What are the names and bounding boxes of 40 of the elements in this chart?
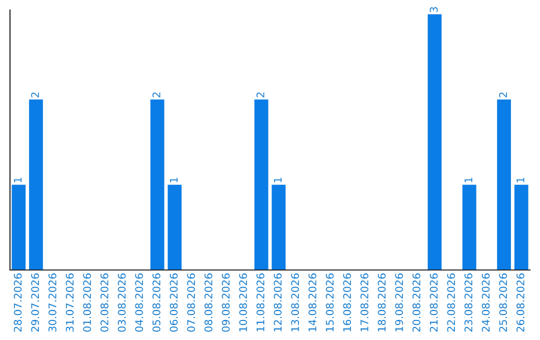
x-tick-label: 06.08.2026: [170, 273, 178, 332]
x-tick-label: 19.08.2026: [395, 273, 404, 332]
x-tick-label: 20.08.2026: [412, 273, 420, 332]
data-label: 2: [152, 92, 160, 98]
x-tick-label: 29.07.2026: [31, 273, 40, 332]
x-tick-label: 16.08.2026: [343, 273, 352, 332]
x-tick-label: 25.08.2026: [499, 273, 508, 332]
x-tick-label: 28.07.2026: [14, 273, 22, 332]
x-tick-label: 10.08.2026: [239, 273, 248, 332]
x-tick-label: 03.08.2026: [118, 273, 126, 332]
data-label: 3: [430, 7, 438, 12]
data-label: 2: [499, 92, 507, 98]
data-label: 1: [464, 178, 472, 182]
data-label: 1: [14, 178, 22, 182]
x-tick-label: 05.08.2026: [152, 273, 160, 332]
x-tick-label: 18.08.2026: [378, 273, 386, 332]
x-tick-label: 21.08.2026: [430, 273, 438, 332]
x-tick-label: 17.08.2026: [360, 273, 368, 332]
x-tick-label: 01.08.2026: [83, 273, 92, 332]
x-tick-label: 24.08.2026: [482, 273, 490, 332]
x-tick-label: 02.08.2026: [100, 273, 108, 332]
x-tick-label: 13.08.2026: [291, 273, 300, 332]
x-tick-label: 30.07.2026: [48, 273, 56, 332]
x-tick-label: 15.08.2026: [326, 273, 334, 332]
x-tick-label: 07.08.2026: [187, 273, 196, 332]
x-tick-label: 22.08.2026: [447, 273, 456, 332]
x-tick-label: 12.08.2026: [274, 273, 282, 332]
data-label: 2: [31, 92, 39, 98]
x-tick-label: 26.08.2026: [516, 273, 524, 332]
x-tick-label: 09.08.2026: [222, 273, 230, 332]
x-tick-label: 23.08.2026: [464, 273, 472, 332]
data-label: 1: [516, 178, 524, 182]
x-tick-label: 31.07.2026: [66, 273, 74, 332]
data-label: 1: [274, 178, 282, 182]
x-tick-label: 11.08.2026: [256, 273, 264, 332]
x-tick-label: 08.08.2026: [204, 273, 212, 332]
x-tick-label: 04.08.2026: [135, 273, 144, 332]
data-label: 1: [170, 178, 178, 182]
x-tick-label: 14.08.2026: [308, 273, 316, 332]
data-label: 2: [256, 92, 264, 98]
